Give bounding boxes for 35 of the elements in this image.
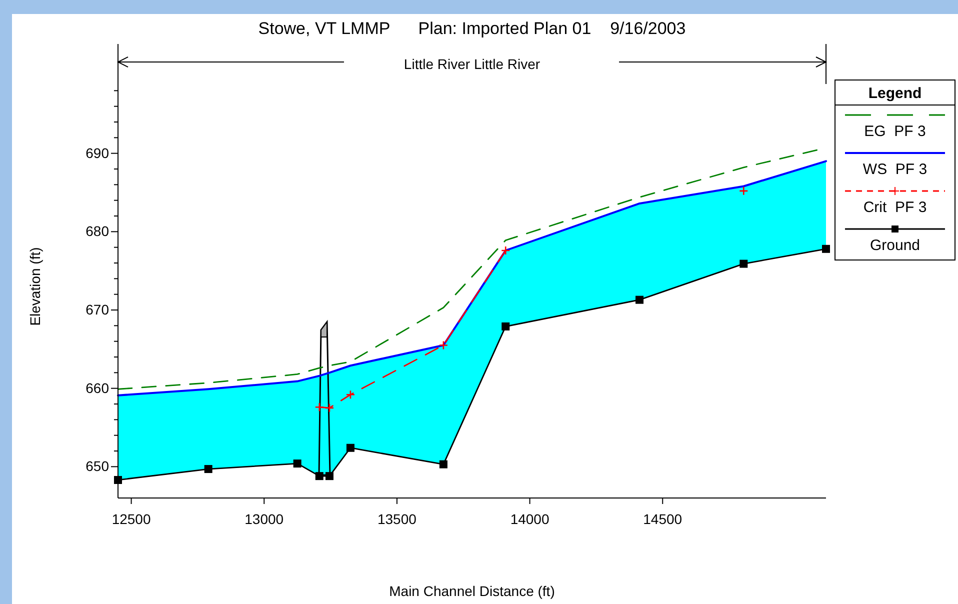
x-tick-label: 13000 bbox=[244, 510, 284, 527]
legend-title: Legend bbox=[868, 85, 922, 102]
point bbox=[314, 402, 324, 412]
point bbox=[438, 340, 448, 350]
point bbox=[502, 322, 510, 330]
point bbox=[439, 460, 448, 468]
point bbox=[293, 460, 302, 468]
point bbox=[500, 246, 510, 256]
text: WS PF 3 bbox=[862, 161, 928, 178]
point bbox=[738, 186, 748, 196]
y-tick-label: 650 bbox=[86, 458, 110, 474]
y-axis-title: Elevation (ft) bbox=[27, 247, 43, 326]
y-tick-label: 690 bbox=[86, 144, 110, 161]
point bbox=[346, 390, 356, 400]
point bbox=[324, 403, 334, 413]
y-tick-label: 680 bbox=[86, 223, 110, 240]
x-tick-label: 12500 bbox=[112, 510, 151, 527]
point bbox=[346, 444, 354, 452]
x-axis-title: Main Channel Distance (ft) bbox=[389, 583, 555, 599]
text: EG PF 3 bbox=[864, 123, 926, 140]
x-tick-label: 14500 bbox=[643, 510, 682, 527]
point bbox=[636, 296, 644, 304]
chart-title: Stowe, VT LMMP Plan: Imported Plan 01 9/16/2003 bbox=[258, 19, 686, 38]
point bbox=[740, 260, 748, 268]
y-tick-label: 660 bbox=[86, 380, 110, 396]
point bbox=[204, 465, 212, 474]
legend-label: Ground bbox=[870, 237, 920, 254]
x-tick-label: 14000 bbox=[510, 510, 550, 527]
point bbox=[325, 472, 334, 480]
point bbox=[822, 244, 830, 253]
y-tick-label: 670 bbox=[86, 301, 110, 318]
chart-subtitle: Little River Little River bbox=[404, 56, 540, 72]
point bbox=[315, 472, 324, 480]
x-tick-label: 13500 bbox=[377, 510, 417, 527]
legend-label: Crit PF 3 bbox=[863, 199, 927, 216]
